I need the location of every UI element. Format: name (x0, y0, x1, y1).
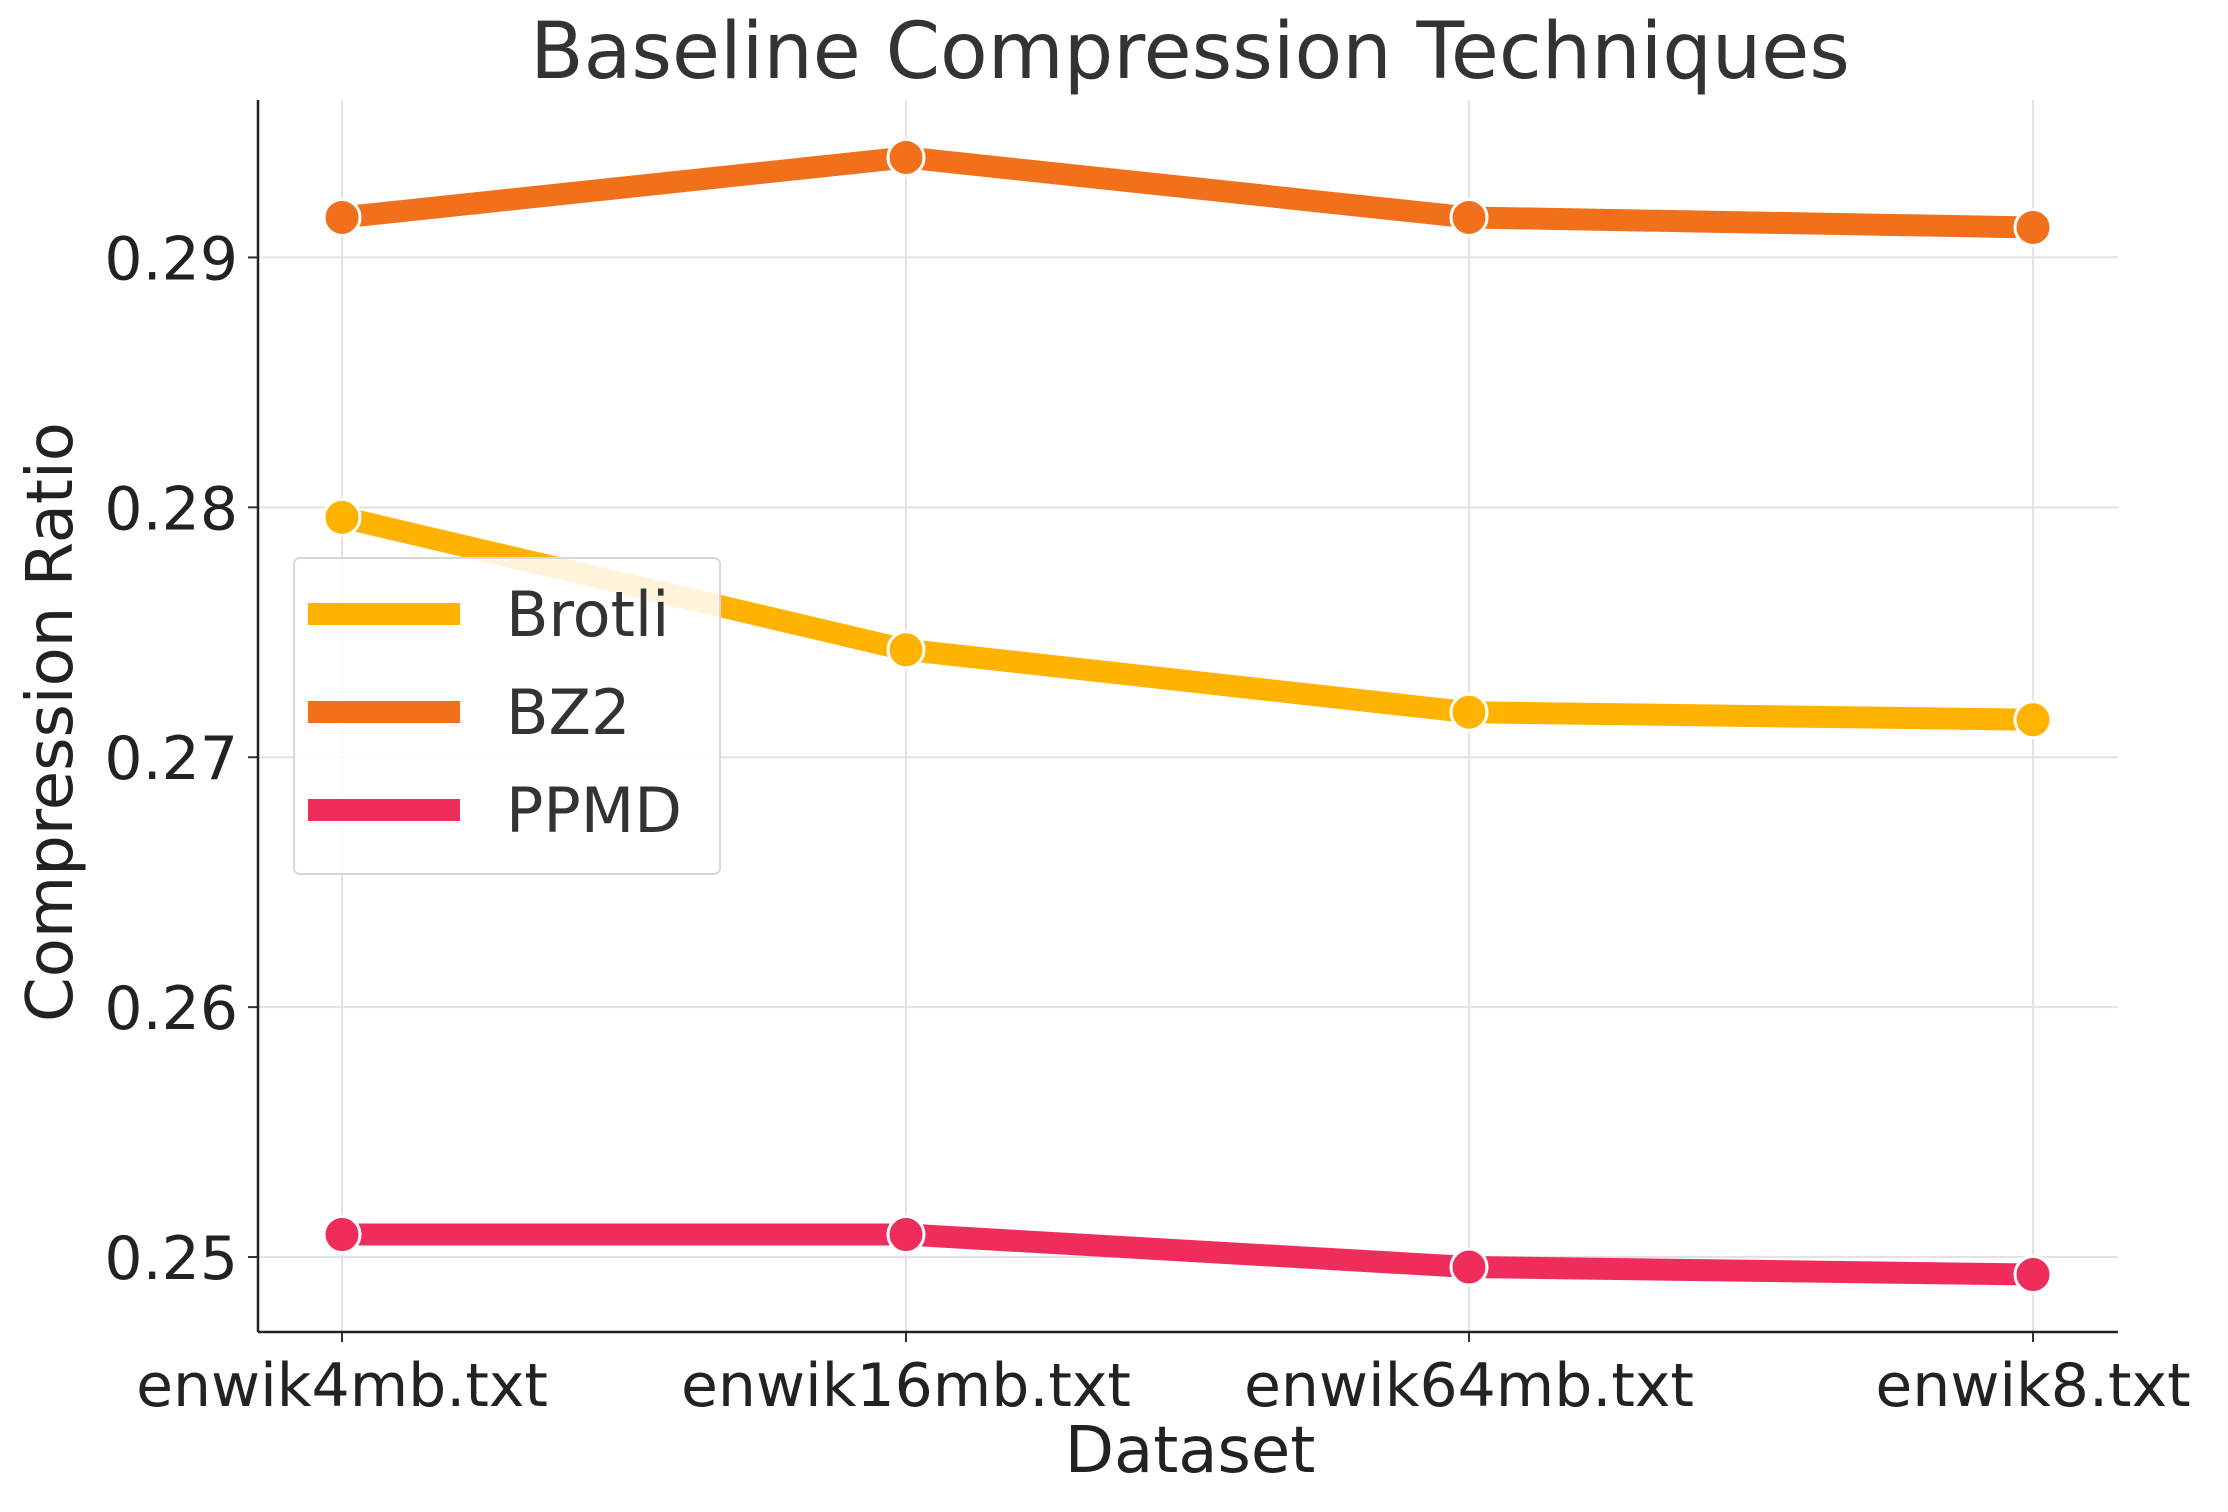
data-point (2013, 207, 2053, 247)
data-point (322, 497, 362, 537)
legend-item: PPMD (308, 774, 682, 847)
series-line (331, 146, 2044, 239)
legend-frame (293, 557, 721, 875)
y-tick-label: 0.28 (104, 474, 238, 544)
data-point (322, 197, 362, 237)
x-tick-label: enwik4mb.txt (136, 1351, 548, 1421)
data-point (886, 1215, 926, 1255)
data-point (886, 630, 926, 670)
legend-item: Brotli (308, 578, 669, 651)
legend-label: Brotli (506, 578, 669, 651)
chart-title: Baseline Compression Techniques (530, 7, 1850, 97)
axes: enwik4mb.txt enwik16mb.txt enwik64mb.txt en… (104, 100, 2191, 1421)
y-tick-label: 0.26 (104, 974, 238, 1044)
data-point (322, 1215, 362, 1255)
y-axis-label: Compression Ratio (14, 422, 88, 1022)
data-point (2013, 700, 2053, 740)
legend: Brotli BZ2 PPMD (293, 557, 721, 875)
data-point (1449, 1247, 1489, 1287)
series-ppmd (322, 1215, 2053, 1295)
labels: Baseline Compression Techniques Dataset … (14, 7, 1850, 1488)
y-tick-label: 0.29 (104, 224, 238, 294)
series-bz2 (322, 137, 2053, 247)
data-point (1449, 692, 1489, 732)
legend-label: PPMD (506, 774, 682, 847)
series-line (331, 1223, 2044, 1286)
legend-label: BZ2 (506, 676, 630, 749)
x-tick-label: enwik8.txt (1875, 1351, 2190, 1421)
legend-item: BZ2 (308, 676, 630, 749)
y-tick-label: 0.27 (104, 724, 238, 794)
x-tick-label: enwik64mb.txt (1244, 1351, 1694, 1421)
data-point (1449, 197, 1489, 237)
y-tick-label: 0.25 (104, 1224, 238, 1294)
data-point (886, 137, 926, 177)
data-point (2013, 1255, 2053, 1295)
x-tick-label: enwik16mb.txt (681, 1351, 1131, 1421)
x-axis-label: Dataset (1065, 1414, 1316, 1488)
